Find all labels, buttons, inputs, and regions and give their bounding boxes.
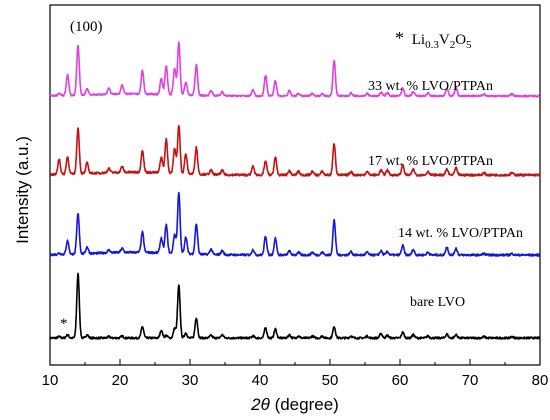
x-tick-label: 20	[112, 372, 129, 389]
series-trace	[49, 41, 541, 98]
x-axis-title: 2θ (degree)	[250, 395, 339, 414]
x-tick-label: 40	[252, 372, 269, 389]
phase-legend-sub1: 0.3	[425, 39, 439, 51]
x-tick-label: 10	[42, 372, 59, 389]
series-group	[49, 41, 541, 340]
series-label: 33 wt. % LVO/PTPAn	[368, 79, 493, 94]
x-axis-tick-labels: 10 20 30 40 50 60 70 80	[42, 372, 549, 389]
series-label: 17 wt. % LVO/PTPAn	[368, 154, 493, 169]
x-axis-title-symbol: 2θ	[250, 395, 270, 414]
x-axis-title-unit: (degree)	[270, 395, 339, 414]
phase-legend-mid: V	[439, 32, 450, 48]
y-axis-title: Intensity (a.u.)	[13, 136, 32, 244]
x-tick-label: 30	[182, 372, 199, 389]
series-trace	[49, 272, 541, 340]
phase-legend-star: *	[395, 28, 404, 48]
x-tick-label: 50	[322, 372, 339, 389]
phase-legend-sub2: 2	[450, 39, 456, 51]
phase-legend-base: Li	[412, 32, 425, 48]
phase-legend-sub3: 5	[466, 39, 472, 51]
phase-legend: * Li0.3V2O5	[395, 28, 472, 51]
series-trace	[49, 124, 541, 177]
x-tick-label: 80	[532, 372, 549, 389]
series-labels: bare LVO 14 wt. % LVO/PTPAn 17 wt. % LVO/P…	[368, 79, 523, 310]
miller-index-label: (100)	[70, 19, 103, 35]
x-tick-label: 70	[462, 372, 479, 389]
impurity-star: *	[60, 316, 68, 332]
series-label: 14 wt. % LVO/PTPAn	[398, 226, 523, 241]
plot-frame	[49, 4, 541, 366]
series-label: bare LVO	[410, 295, 465, 310]
x-axis-ticks	[49, 359, 541, 365]
x-tick-label: 60	[392, 372, 409, 389]
phase-legend-o: O	[455, 32, 466, 48]
series-trace	[49, 191, 541, 257]
